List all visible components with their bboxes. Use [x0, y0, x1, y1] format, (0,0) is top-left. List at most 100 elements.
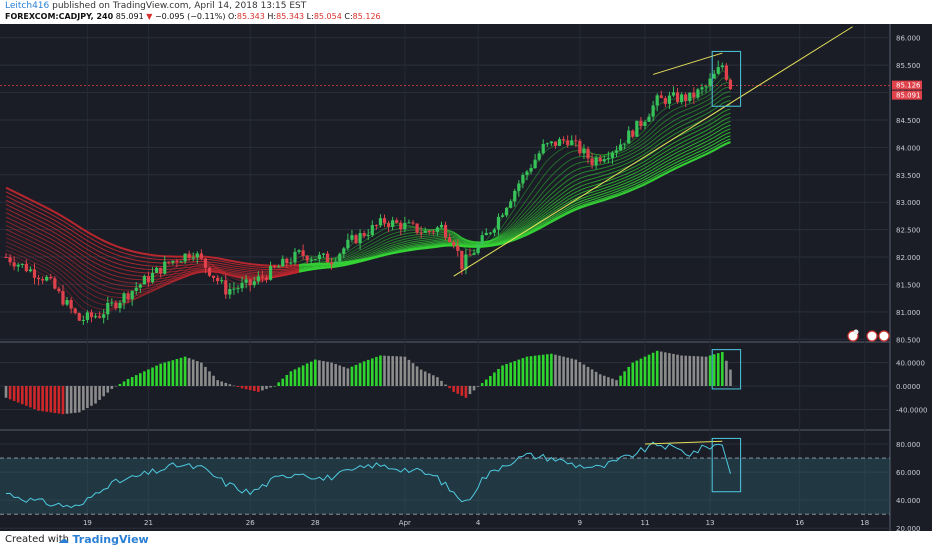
- candle-body: [159, 267, 163, 274]
- histogram-bar: [220, 381, 224, 386]
- candle-body: [118, 302, 122, 309]
- histogram-bar: [228, 384, 232, 386]
- histogram-bar: [432, 375, 435, 386]
- histogram-bar: [330, 362, 333, 386]
- histogram-bar: [611, 378, 614, 386]
- candle-body: [448, 237, 452, 242]
- histogram-bar: [45, 386, 48, 412]
- oscillator-trendline: [644, 440, 723, 445]
- histogram-bar: [419, 369, 423, 386]
- candle-body: [142, 276, 146, 285]
- histogram-bar: [602, 375, 606, 386]
- candle-body: [297, 250, 301, 252]
- candle-body: [704, 86, 708, 88]
- candle-body: [663, 98, 667, 104]
- histogram-bar: [440, 380, 443, 386]
- histogram-bar: [257, 386, 260, 392]
- histogram-bar: [8, 386, 12, 400]
- oscillator-panel: [0, 441, 890, 515]
- candle-body: [533, 159, 537, 169]
- histogram-bar: [509, 362, 512, 386]
- candle-body: [427, 230, 431, 232]
- candle-body: [545, 143, 549, 145]
- histogram-bar: [655, 350, 659, 386]
- candle-body: [150, 272, 155, 283]
- chart-canvas[interactable]: 86.00085.50085.00084.50084.00083.50083.0…: [0, 24, 932, 531]
- candle-body: [93, 316, 98, 318]
- date-tick-label: Apr: [399, 519, 411, 527]
- histogram-bar: [110, 386, 114, 389]
- candle-body: [610, 152, 615, 158]
- histogram-bar: [248, 386, 252, 391]
- histogram-bar: [289, 371, 293, 386]
- event-badges[interactable]: [866, 330, 890, 342]
- candle-body: [110, 302, 114, 304]
- candle-body: [472, 253, 476, 255]
- histogram-bar: [285, 375, 289, 386]
- oscillator-tick-label: 40.000: [896, 497, 921, 505]
- candle-body: [163, 261, 167, 274]
- histogram-bar: [269, 386, 272, 388]
- event-icon[interactable]: [866, 330, 878, 342]
- candle-body: [667, 95, 672, 104]
- candle-body: [134, 287, 138, 291]
- histogram-bar: [240, 386, 244, 389]
- histogram-bar: [334, 364, 337, 386]
- histogram-bar: [314, 359, 317, 386]
- candle-body: [366, 235, 370, 237]
- candle-body: [590, 158, 594, 166]
- alert-badge[interactable]: [847, 329, 859, 342]
- histogram-bar: [151, 367, 154, 386]
- candle-body: [73, 308, 77, 314]
- ma-line-bullish: [298, 95, 731, 271]
- histogram-bar: [383, 355, 386, 386]
- histogram-bar: [371, 358, 374, 386]
- histogram-bar: [98, 386, 101, 400]
- histogram-bar: [37, 386, 40, 411]
- histogram-bar: [407, 359, 411, 386]
- histogram-bar: [155, 365, 158, 386]
- price-tick-label: 83.500: [896, 172, 921, 180]
- histogram-bar: [452, 386, 455, 392]
- candle-body: [513, 190, 517, 202]
- price-candles: [4, 60, 733, 325]
- histogram-bar: [195, 361, 199, 386]
- candle-body: [456, 245, 460, 251]
- histogram-bar: [53, 386, 57, 413]
- candle-body: [468, 254, 472, 256]
- author-link[interactable]: Leitch416: [5, 1, 50, 11]
- candle-body: [236, 288, 240, 290]
- candle-body: [301, 250, 305, 256]
- candle-body: [154, 267, 159, 273]
- ma-line-bullish: [298, 99, 731, 272]
- histogram-bar: [619, 375, 622, 386]
- candle-body: [216, 277, 220, 282]
- candle-body: [232, 288, 236, 290]
- tradingview-logo[interactable]: ☁ TradingView: [58, 533, 149, 546]
- candle-body: [549, 141, 553, 144]
- histogram-bar: [277, 382, 280, 386]
- candle-body: [32, 269, 37, 278]
- histogram-bar: [651, 352, 655, 386]
- histogram-bar: [489, 376, 492, 386]
- histogram-bar: [399, 356, 403, 386]
- candle-body: [293, 251, 297, 263]
- candle-body: [98, 316, 102, 318]
- histogram-bar: [77, 386, 81, 413]
- high-label: H:: [267, 12, 277, 21]
- price-tick-label: 82.500: [896, 227, 921, 235]
- histogram-bar: [342, 366, 346, 386]
- candle-body: [521, 174, 525, 184]
- candle-body: [480, 235, 484, 245]
- candle-body: [582, 148, 586, 154]
- event-icon[interactable]: [878, 330, 890, 342]
- histogram-bar: [423, 371, 427, 386]
- histogram-bar: [554, 354, 557, 386]
- histogram-bar: [41, 386, 44, 412]
- histogram-bar: [73, 386, 77, 413]
- histogram-bar: [529, 356, 533, 386]
- histogram-bar: [716, 353, 720, 386]
- symbol-label[interactable]: FOREXCOM:CADJPY, 240: [5, 12, 114, 21]
- histogram-bar: [171, 360, 175, 386]
- histogram-bar: [358, 363, 362, 386]
